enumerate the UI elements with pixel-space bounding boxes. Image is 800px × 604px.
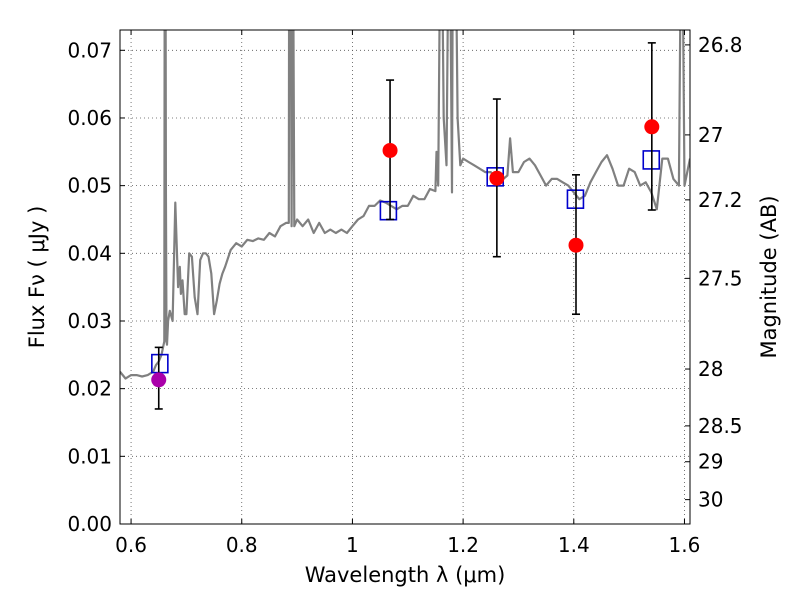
y2-tick-label: 29 [698, 450, 723, 474]
y2-tick-label: 26.8 [698, 33, 743, 57]
y2-tick-label: 28 [698, 357, 723, 381]
y-tick-label: 0.06 [67, 106, 112, 130]
x-axis-label: Wavelength λ (μm) [305, 563, 506, 587]
x-tick-label: 0.6 [115, 533, 147, 557]
y2-tick-label: 27.2 [698, 188, 743, 212]
y-axis-label: Flux Fν ( μJy ) [25, 206, 49, 349]
y-tick-label: 0.04 [67, 241, 112, 265]
plot-frame [119, 29, 691, 525]
series-layer [120, 30, 690, 380]
y2-axis-label: Magnitude (AB) [757, 195, 781, 358]
data-point-marker [382, 142, 398, 158]
y-tick-label: 0.00 [67, 512, 112, 536]
x-tick-label: 0.8 [226, 533, 258, 557]
x-tick-label: 1.2 [447, 533, 479, 557]
y-tick-label: 0.07 [67, 38, 112, 62]
data-point-marker [489, 170, 505, 186]
ticks: 0.6 0.8 1 1.2 1.4 1.6 0.00 0.01 0.02 0.03 0.04 0.05… [67, 30, 743, 557]
data-point-marker [568, 237, 584, 253]
x-tick-label: 1.4 [558, 533, 590, 557]
y-tick-label: 0.02 [67, 377, 112, 401]
grid [120, 30, 690, 524]
y2-tick-label: 27 [698, 123, 723, 147]
data-point-marker [644, 119, 660, 135]
spectrum-line [120, 30, 690, 380]
plot-background [120, 30, 690, 524]
y-tick-label: 0.01 [67, 444, 112, 468]
errorbar-layer [151, 42, 661, 410]
y2-tick-label: 30 [698, 488, 723, 512]
y-tick-label: 0.03 [67, 309, 112, 333]
data-point-marker [151, 372, 167, 388]
x-tick-label: 1.6 [669, 533, 701, 557]
x-tick-label: 1 [346, 533, 359, 557]
y-tick-label: 0.05 [67, 174, 112, 198]
y2-tick-label: 27.5 [698, 266, 743, 290]
y2-tick-label: 28.5 [698, 414, 743, 438]
